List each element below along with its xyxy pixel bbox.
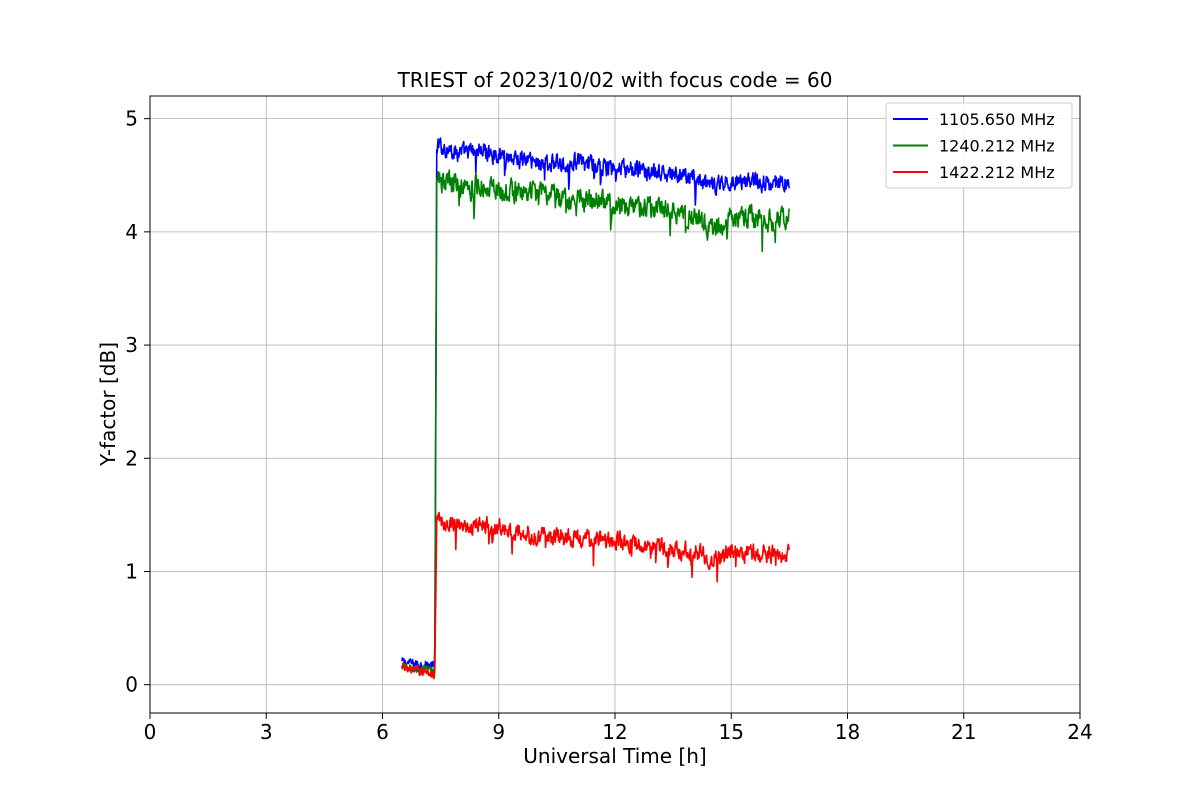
x-tick-label: 15	[719, 720, 744, 744]
x-tick-label: 0	[144, 720, 157, 744]
legend-label: 1105.650 MHz	[939, 110, 1055, 129]
y-tick-label: 1	[125, 559, 138, 583]
legend-label: 1240.212 MHz	[939, 137, 1055, 156]
x-tick-label: 12	[602, 720, 627, 744]
x-tick-label: 6	[376, 720, 389, 744]
x-tick-label: 9	[492, 720, 505, 744]
y-tick-label: 2	[125, 446, 138, 470]
y-tick-label: 5	[125, 107, 138, 131]
x-tick-label: 21	[951, 720, 976, 744]
legend: 1105.650 MHz 1240.212 MHz 1422.212 MHz	[885, 102, 1073, 189]
x-tick-label: 18	[835, 720, 860, 744]
grid	[149, 96, 1081, 713]
legend-label: 1422.212 MHz	[939, 163, 1055, 182]
series-line-3	[401, 511, 791, 680]
x-tick-label: 24	[1067, 720, 1092, 744]
series-line-1	[401, 137, 791, 671]
x-axis-label: Universal Time [h]	[523, 744, 706, 768]
y-tick-label: 4	[125, 220, 138, 244]
legend-box	[885, 102, 1073, 189]
y-tick-label: 3	[125, 333, 138, 357]
chart-title: TRIEST of 2023/10/02 with focus code = 6…	[397, 68, 833, 92]
y-tick-label: 0	[125, 673, 138, 697]
x-tick-label: 3	[260, 720, 273, 744]
y-axis-label: Y-factor [dB]	[96, 342, 120, 467]
series-layer	[401, 137, 791, 680]
series-line-2	[401, 169, 791, 675]
